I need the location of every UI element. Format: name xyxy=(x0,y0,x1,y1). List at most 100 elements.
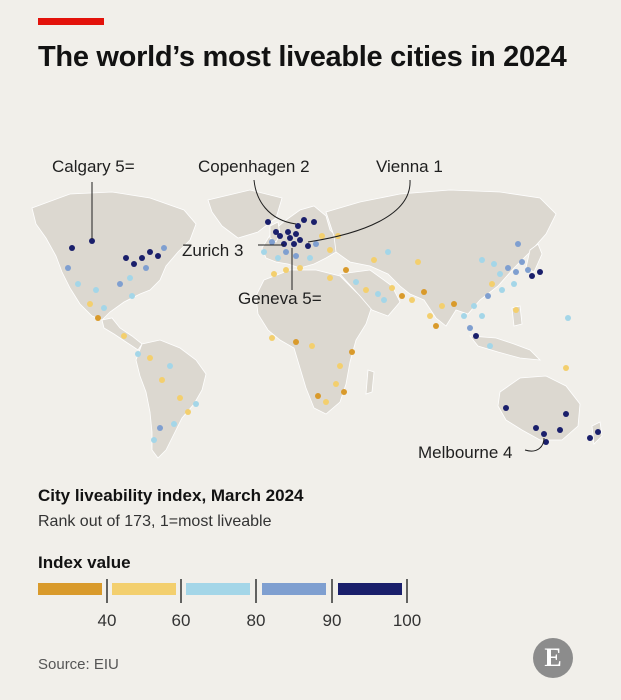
city-dot xyxy=(385,249,391,255)
legend-bin-80-90 xyxy=(262,583,326,595)
city-dot xyxy=(283,249,289,255)
city-dot xyxy=(323,399,329,405)
city-dot xyxy=(315,393,321,399)
city-dot xyxy=(143,265,149,271)
city-dot xyxy=(343,267,349,273)
city-dot xyxy=(101,305,107,311)
legend-tick-label: 40 xyxy=(98,611,117,630)
city-dot xyxy=(293,339,299,345)
accent-bar xyxy=(38,18,104,25)
city-dot xyxy=(439,303,445,309)
city-dot xyxy=(537,269,543,275)
city-dot xyxy=(89,238,95,244)
city-dot xyxy=(333,381,339,387)
world-map: Calgary 5= Copenhagen 2 Vienna 1 Zurich … xyxy=(31,157,603,462)
city-dot xyxy=(353,279,359,285)
landmasses xyxy=(31,189,603,459)
page-title: The world’s most liveable cities in 2024 xyxy=(38,41,567,73)
copenhagen-leader xyxy=(253,179,297,225)
city-dot xyxy=(491,261,497,267)
city-dot xyxy=(147,355,153,361)
city-dot xyxy=(285,229,291,235)
city-dot xyxy=(117,281,123,287)
city-dot xyxy=(139,255,145,261)
city-dot xyxy=(543,439,549,445)
city-dot xyxy=(513,307,519,313)
city-dot xyxy=(127,275,133,281)
city-dot xyxy=(161,245,167,251)
city-dot xyxy=(327,247,333,253)
city-dot xyxy=(497,271,503,277)
city-dot xyxy=(337,363,343,369)
calgary-label: Calgary 5= xyxy=(52,157,135,176)
legend-title: Index value xyxy=(38,553,131,572)
city-dot xyxy=(129,293,135,299)
city-dot xyxy=(363,287,369,293)
source-note: Source: EIU xyxy=(38,656,119,673)
vienna-leader xyxy=(307,179,411,243)
city-dot xyxy=(123,255,129,261)
city-dot xyxy=(513,269,519,275)
asia-shape xyxy=(325,189,557,327)
city-dot xyxy=(193,401,199,407)
city-dot xyxy=(565,315,571,321)
melbourne-label: Melbourne 4 xyxy=(418,443,513,462)
city-dot xyxy=(421,289,427,295)
city-dot xyxy=(375,291,381,297)
japan-shape xyxy=(525,243,543,273)
city-dot xyxy=(327,275,333,281)
city-dot xyxy=(135,351,141,357)
australia-shape xyxy=(497,375,581,441)
city-dot xyxy=(167,363,173,369)
city-dot xyxy=(297,237,303,243)
city-dot xyxy=(95,315,101,321)
city-dot xyxy=(479,313,485,319)
copenhagen-label: Copenhagen 2 xyxy=(198,157,310,176)
legend-tick-label: 60 xyxy=(172,611,191,630)
city-dot xyxy=(427,313,433,319)
city-dot xyxy=(171,421,177,427)
city-dot xyxy=(519,259,525,265)
city-dot xyxy=(541,431,547,437)
city-dot xyxy=(157,425,163,431)
city-dot xyxy=(269,335,275,341)
city-dot xyxy=(301,217,307,223)
chart-subsubtitle: Rank out of 173, 1=most liveable xyxy=(38,513,272,530)
city-dot xyxy=(283,267,289,273)
city-dot xyxy=(269,239,275,245)
city-dot xyxy=(313,241,319,247)
legend-tick-label: 100 xyxy=(393,611,421,630)
city-dot xyxy=(307,255,313,261)
city-dot xyxy=(281,241,287,247)
greenland-shape xyxy=(207,189,283,239)
city-dot xyxy=(291,241,297,247)
city-dot xyxy=(595,429,601,435)
city-dot xyxy=(319,233,325,239)
city-dot xyxy=(409,297,415,303)
city-dot xyxy=(415,259,421,265)
geneva-label: Geneva 5= xyxy=(238,289,322,308)
city-dot xyxy=(151,437,157,443)
city-dot xyxy=(69,245,75,251)
city-dot xyxy=(75,281,81,287)
city-dot xyxy=(485,293,491,299)
city-dot xyxy=(93,287,99,293)
city-dot xyxy=(177,395,183,401)
city-dot xyxy=(529,273,535,279)
city-dot xyxy=(471,303,477,309)
city-dot xyxy=(159,377,165,383)
city-dot xyxy=(525,267,531,273)
city-dot xyxy=(271,271,277,277)
color-legend: 40 60 80 90 100 xyxy=(38,579,421,630)
city-dot xyxy=(273,229,279,235)
city-dot xyxy=(389,285,395,291)
city-dot xyxy=(87,301,93,307)
city-dot xyxy=(341,389,347,395)
city-dot xyxy=(261,249,267,255)
city-dot xyxy=(65,265,71,271)
city-dot xyxy=(349,349,355,355)
city-dots xyxy=(65,217,601,445)
city-dot xyxy=(293,231,299,237)
economist-logo: E xyxy=(533,638,573,678)
city-dot xyxy=(293,253,299,259)
